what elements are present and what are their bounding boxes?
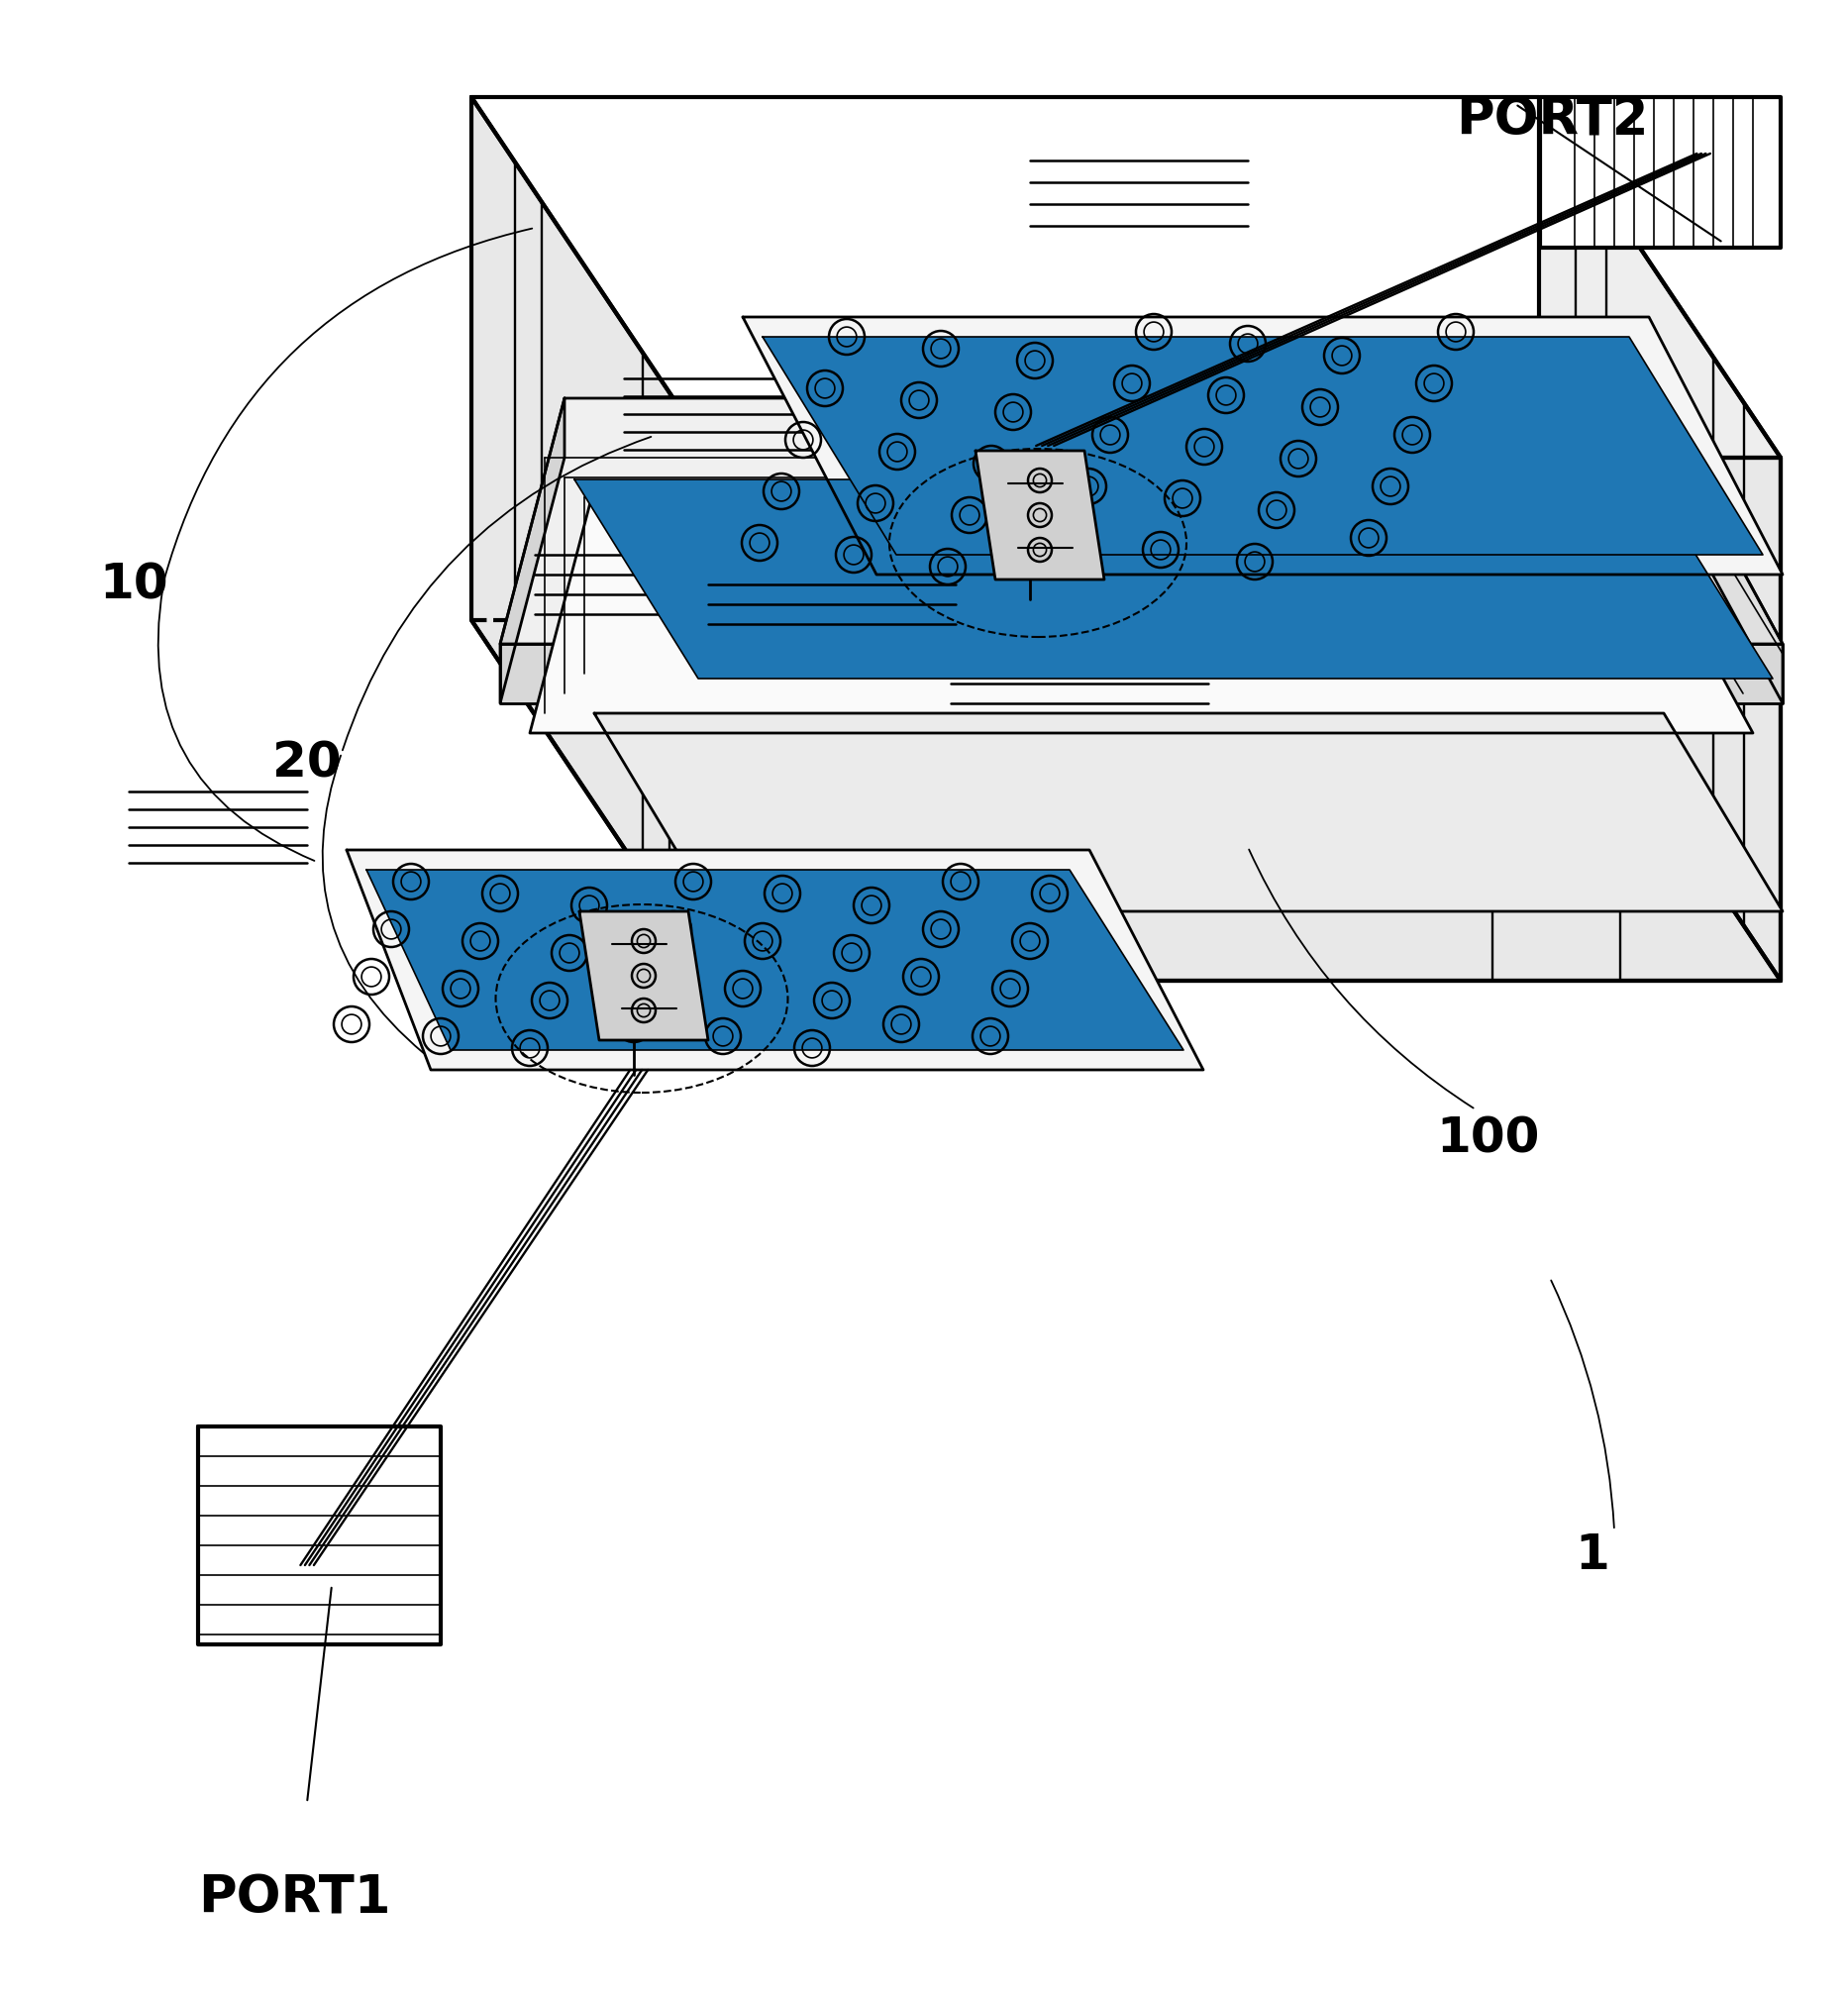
- Polygon shape: [1539, 96, 1781, 248]
- Text: 20: 20: [272, 739, 342, 786]
- Text: 10: 10: [100, 561, 168, 609]
- Polygon shape: [501, 643, 1783, 703]
- Polygon shape: [501, 399, 564, 703]
- Polygon shape: [1539, 96, 1781, 980]
- Text: PORT2: PORT2: [1456, 94, 1648, 146]
- Polygon shape: [471, 96, 1781, 457]
- Polygon shape: [743, 317, 1783, 575]
- Polygon shape: [471, 96, 713, 980]
- Polygon shape: [580, 912, 708, 1040]
- Polygon shape: [595, 713, 1783, 912]
- Polygon shape: [347, 850, 1203, 1070]
- Text: PORT1: PORT1: [198, 1872, 390, 1924]
- Polygon shape: [713, 457, 1781, 980]
- Text: 100: 100: [1436, 1116, 1539, 1162]
- Text: 1: 1: [1574, 1531, 1610, 1579]
- Polygon shape: [501, 399, 1783, 643]
- Polygon shape: [763, 337, 1763, 555]
- Polygon shape: [575, 479, 1772, 679]
- Polygon shape: [198, 1427, 440, 1645]
- Polygon shape: [530, 487, 1754, 733]
- Polygon shape: [366, 870, 1183, 1050]
- Polygon shape: [976, 451, 1105, 579]
- Polygon shape: [1648, 399, 1783, 703]
